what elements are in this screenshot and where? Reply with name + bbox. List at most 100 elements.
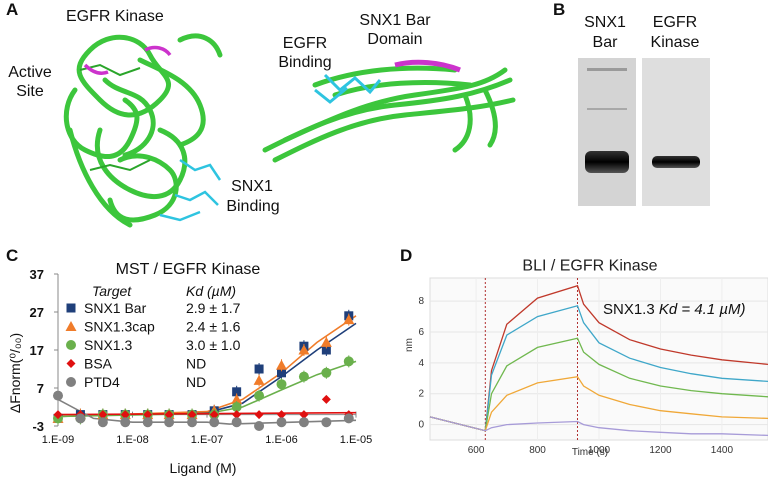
mst-legend-name: SNX1 Bar <box>84 300 147 316</box>
mst-point-ptd4 <box>209 417 220 428</box>
egfr-binding-label-1: EGFR <box>282 35 328 52</box>
green-circle-icon <box>66 340 76 350</box>
bli-x-tick-label: 1400 <box>711 445 734 456</box>
panel-label-a: A <box>6 0 19 19</box>
egfr-binding-label-2: Binding <box>278 54 332 71</box>
bli-trace-1 <box>429 284 768 432</box>
mst-legend-name: SNX1.3 <box>84 337 132 353</box>
mst-x-tick-label: 1.E-06 <box>265 434 297 446</box>
mst-point-snx1-3 <box>276 379 287 390</box>
bli-annotation-prefix: SNX1.3 <box>603 301 659 318</box>
mst-legend-target-header: Target <box>92 283 132 299</box>
mst-x-tick-label: 1.E-07 <box>191 434 223 446</box>
mst-x-tick-label: 1.E-05 <box>340 434 372 446</box>
mst-y-axis-label: ΔFnorm(⁰/₀₀) <box>7 333 23 413</box>
mst-point-ptd4 <box>343 413 354 424</box>
mst-point-bsa <box>209 410 219 420</box>
mst-point-snx1-3cap <box>253 374 265 385</box>
mst-point-ptd4 <box>254 421 265 431</box>
mst-point-snx1-3cap <box>343 314 355 325</box>
bli-x-tick-label: 800 <box>529 445 546 456</box>
bli-trace-2 <box>429 305 768 432</box>
bli-y-tick-label: 4 <box>418 358 424 369</box>
bli-trace-4 <box>429 375 768 432</box>
blue-square-icon <box>66 303 76 313</box>
mst-point-bsa <box>143 410 153 420</box>
mst-point-snx1-3cap <box>276 359 287 370</box>
mst-point-bsa <box>299 410 309 420</box>
mst-fit-snx1-3cap <box>57 315 357 418</box>
mst-point-bsa <box>53 410 63 420</box>
mst-point-bsa <box>254 410 264 420</box>
mst-legend-kd: 2.4 ± 1.6 <box>186 319 241 335</box>
lane-snx1-bar-label-2: Bar <box>592 34 618 51</box>
bli-y-tick-label: 8 <box>418 296 424 307</box>
snx1-binding-label-2: Binding <box>226 198 280 215</box>
panel-label-d: D <box>400 246 413 265</box>
mst-point-snx1-bar <box>254 364 264 374</box>
bli-chart: BLI / EGFR Kinase 0 2 4 6 8 600 800 1000 1200 140… <box>404 257 768 458</box>
mst-point-snx1-bar <box>277 368 286 378</box>
mst-point-bsa <box>321 394 331 404</box>
mst-legend-kd-header: Kd (µM) <box>186 283 236 299</box>
mst-point-bsa <box>277 410 286 420</box>
snx1-binding-label-1: SNX1 <box>231 178 273 195</box>
mst-point-ptd4 <box>97 417 108 428</box>
orange-triangle-icon <box>65 321 77 331</box>
mst-y-tick-label: 37 <box>30 267 44 282</box>
panel-label-b: B <box>553 0 566 19</box>
mst-legend-kd: ND <box>186 356 206 372</box>
mst-point-ptd4 <box>53 390 63 401</box>
mst-legend-kd: 2.9 ± 1.7 <box>186 300 241 316</box>
bli-kd-annotation: SNX1.3 Kd = 4.1 µM) <box>603 301 745 318</box>
mst-point-snx1-bar <box>232 387 242 397</box>
mst-chart-title: MST / EGFR Kinase <box>116 261 261 278</box>
mst-point-bsa <box>120 410 130 420</box>
active-site-label-1: Active <box>8 64 52 81</box>
bli-y-tick-label: 2 <box>418 389 424 400</box>
mst-point-ptd4 <box>120 417 131 428</box>
bli-y-axis-label: nm <box>404 338 415 352</box>
snx1-bar-domain-label-2: Domain <box>367 31 423 48</box>
gray-circle-icon <box>66 377 76 387</box>
mst-point-ptd4 <box>187 417 198 428</box>
lane-snx1-bar-label-1: SNX1 <box>584 14 626 31</box>
lane-egfr-kinase-label-1: EGFR <box>652 14 698 31</box>
gel-lane-egfr-kinase <box>642 58 710 206</box>
mst-legend-name: SNX1.3cap <box>84 319 155 335</box>
gel-image <box>578 58 710 206</box>
mst-point-bsa <box>98 410 108 420</box>
mst-y-tick-label: 27 <box>30 305 44 320</box>
lane-egfr-kinase-label-2: Kinase <box>650 34 700 51</box>
snx1-bar-domain-label-1: SNX1 Bar <box>359 12 431 29</box>
bli-x-axis-label: Time (s) <box>572 447 608 458</box>
mst-point-ptd4 <box>164 417 175 428</box>
mst-point-ptd4 <box>321 417 332 428</box>
mst-point-snx1-3 <box>254 390 265 401</box>
bli-trace-5 <box>429 416 768 437</box>
egfr-kinase-title: EGFR Kinase <box>66 8 164 25</box>
mst-y-tick-label: 17 <box>30 343 44 358</box>
mst-point-snx1-3 <box>231 402 242 412</box>
panel-label-c: C <box>6 246 19 265</box>
mst-point-snx1-3 <box>321 367 332 378</box>
mst-y-tick-label: 7 <box>37 381 44 396</box>
bli-chart-title: BLI / EGFR Kinase <box>522 257 657 274</box>
bli-x-tick-label: 600 <box>468 445 485 456</box>
mst-point-snx1-3 <box>298 371 309 382</box>
mst-point-bsa <box>232 410 242 420</box>
mst-legend-name: BSA <box>84 356 113 372</box>
active-site-label-2: Site <box>16 83 44 100</box>
mst-point-snx1-3cap <box>231 393 243 404</box>
mst-point-snx1-3cap <box>320 336 332 347</box>
mst-point-snx1-3 <box>343 356 354 367</box>
mst-point-ptd4 <box>231 417 242 428</box>
mst-legend-name: PTD4 <box>84 374 120 390</box>
mst-point-ptd4 <box>142 417 153 428</box>
mst-legend-kd: 3.0 ± 1.0 <box>186 337 241 353</box>
snx1-bar-domain-structure <box>262 59 516 163</box>
mst-x-tick-label: 1.E-08 <box>116 434 148 446</box>
mst-point-bsa <box>187 410 197 420</box>
mst-y-tick-label: -3 <box>32 419 44 434</box>
